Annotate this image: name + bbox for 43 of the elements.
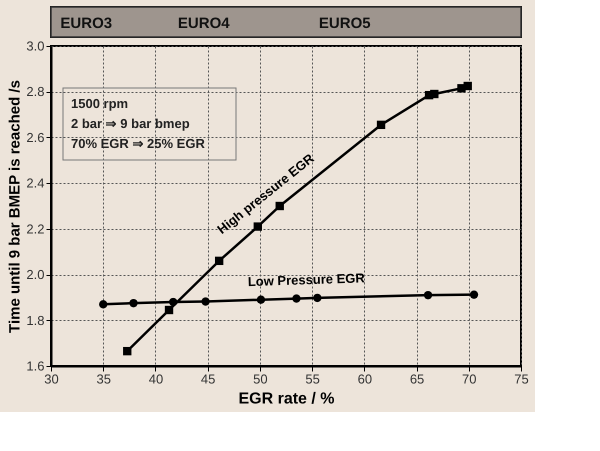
point [470, 290, 478, 299]
y-tick-label: 2.6 [26, 130, 44, 145]
point [164, 306, 174, 314]
series-label: Low Pressure EGR [248, 270, 366, 290]
x-tick-label: 60 [358, 372, 372, 386]
point [424, 290, 432, 300]
text: EURO4 [178, 15, 230, 32]
text: EURO3 [60, 15, 112, 32]
x-tick-label: 55 [305, 372, 320, 386]
text: EURO5 [318, 15, 371, 32]
point [99, 300, 108, 308]
x-axis-title: EGR rate / % [238, 390, 335, 408]
x-tick-label: 70 [462, 372, 477, 386]
point [256, 296, 266, 304]
y-axis-title: Time until 9 bar BMEP is reached /s [6, 80, 24, 333]
point [254, 222, 262, 231]
y-tick-label: 2.2 [26, 221, 44, 236]
point [313, 294, 322, 302]
x-tick-label: 35 [96, 372, 111, 386]
point [123, 346, 132, 356]
annotation: 2 bar ⇒ 9 bar bmep [71, 116, 190, 131]
y-tick-label: 3.0 [26, 38, 44, 54]
annotation: 1500 rpm [71, 96, 128, 111]
point [376, 120, 386, 130]
y-tick-label: 2.8 [26, 84, 44, 100]
x-tick-label: 65 [410, 372, 424, 386]
y-tick-label: 2.0 [26, 267, 44, 282]
x-tick-label: 45 [200, 372, 216, 386]
x-tick-label: 75 [514, 372, 529, 386]
point [430, 90, 438, 98]
x-tick-label: 30 [44, 372, 59, 386]
y-tick-label: 1.8 [26, 312, 44, 328]
point [464, 82, 472, 90]
annotation: 70% EGR ⇒ 25% EGR [71, 136, 206, 151]
point [201, 297, 210, 306]
point [169, 298, 178, 306]
point [292, 294, 301, 303]
y-tick-label: 1.6 [26, 358, 44, 374]
x-tick-label: 50 [253, 372, 268, 386]
x-tick-label: 40 [148, 372, 164, 386]
y-tick-label: 2.4 [26, 176, 44, 191]
point [214, 256, 224, 266]
point [129, 298, 138, 308]
